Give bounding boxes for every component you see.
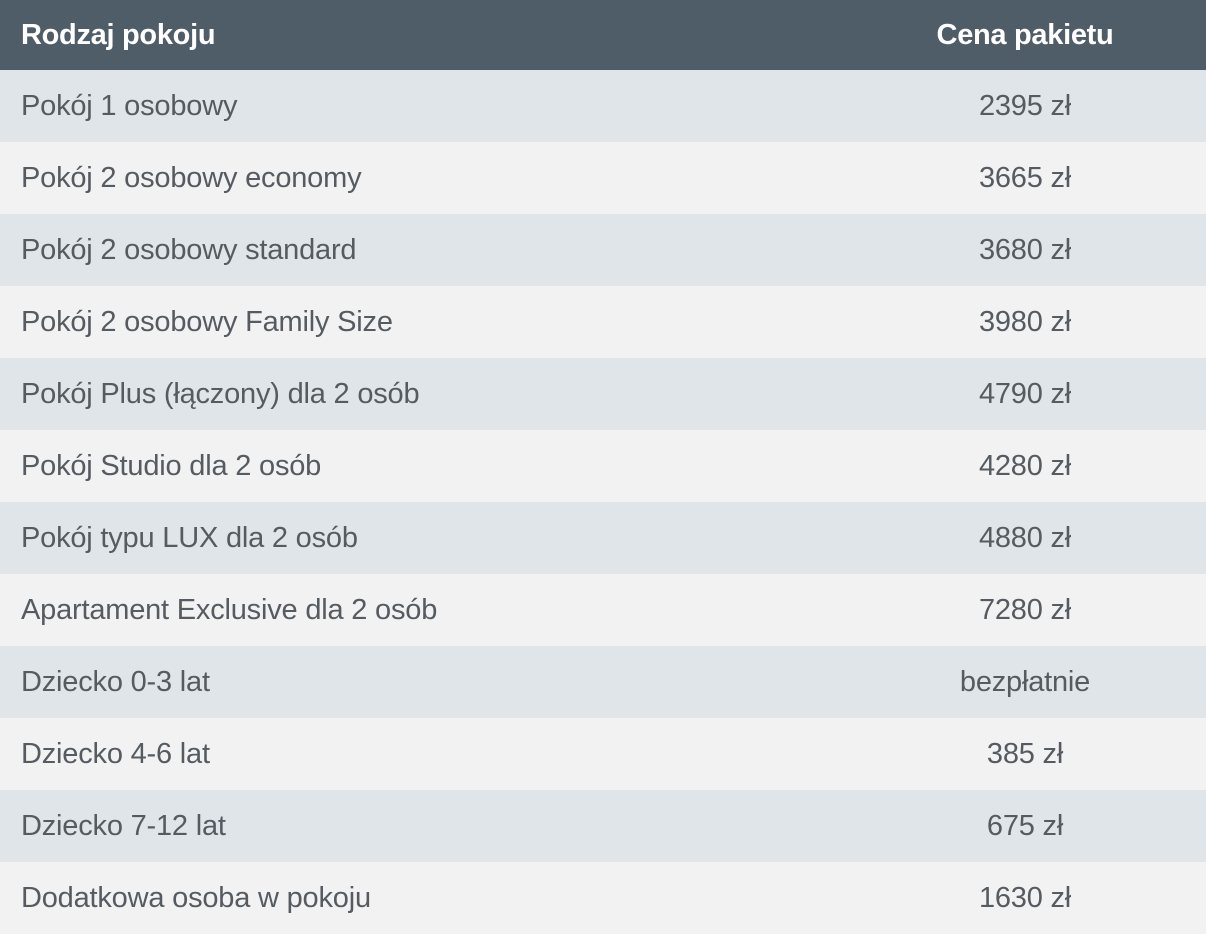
price-cell: 7280 zł bbox=[858, 574, 1206, 646]
price-cell: 3980 zł bbox=[858, 286, 1206, 358]
price-cell: 2395 zł bbox=[858, 70, 1206, 142]
price-cell: 3665 zł bbox=[858, 142, 1206, 214]
table-row: Dodatkowa osoba w pokoju 1630 zł bbox=[0, 862, 1206, 934]
table-row: Pokój typu LUX dla 2 osób 4880 zł bbox=[0, 502, 1206, 574]
room-type-cell: Apartament Exclusive dla 2 osób bbox=[0, 574, 858, 646]
price-cell: 675 zł bbox=[858, 790, 1206, 862]
room-type-cell: Pokój typu LUX dla 2 osób bbox=[0, 502, 858, 574]
table-row: Dziecko 0-3 lat bezpłatnie bbox=[0, 646, 1206, 718]
table-row: Pokój 2 osobowy Family Size 3980 zł bbox=[0, 286, 1206, 358]
room-type-cell: Pokój 2 osobowy standard bbox=[0, 214, 858, 286]
room-type-cell: Dziecko 7-12 lat bbox=[0, 790, 858, 862]
room-type-cell: Dziecko 4-6 lat bbox=[0, 718, 858, 790]
table-row: Pokój Plus (łączony) dla 2 osób 4790 zł bbox=[0, 358, 1206, 430]
table-header: Rodzaj pokoju Cena pakietu bbox=[0, 0, 1206, 70]
table-row: Pokój 2 osobowy economy 3665 zł bbox=[0, 142, 1206, 214]
room-type-cell: Pokój 1 osobowy bbox=[0, 70, 858, 142]
table-header-row: Rodzaj pokoju Cena pakietu bbox=[0, 0, 1206, 70]
room-type-cell: Pokój Plus (łączony) dla 2 osób bbox=[0, 358, 858, 430]
table-row: Pokój 2 osobowy standard 3680 zł bbox=[0, 214, 1206, 286]
price-cell: 4280 zł bbox=[858, 430, 1206, 502]
price-cell: 385 zł bbox=[858, 718, 1206, 790]
price-cell: 4790 zł bbox=[858, 358, 1206, 430]
table-row: Dziecko 4-6 lat 385 zł bbox=[0, 718, 1206, 790]
price-cell: 3680 zł bbox=[858, 214, 1206, 286]
room-type-cell: Pokój Studio dla 2 osób bbox=[0, 430, 858, 502]
price-cell: bezpłatnie bbox=[858, 646, 1206, 718]
price-cell: 4880 zł bbox=[858, 502, 1206, 574]
room-type-cell: Dziecko 0-3 lat bbox=[0, 646, 858, 718]
room-type-cell: Pokój 2 osobowy Family Size bbox=[0, 286, 858, 358]
price-cell: 1630 zł bbox=[858, 862, 1206, 934]
table-row: Pokój Studio dla 2 osób 4280 zł bbox=[0, 430, 1206, 502]
table-row: Apartament Exclusive dla 2 osób 7280 zł bbox=[0, 574, 1206, 646]
room-type-cell: Pokój 2 osobowy economy bbox=[0, 142, 858, 214]
column-header-room-type: Rodzaj pokoju bbox=[0, 0, 858, 70]
table-body: Pokój 1 osobowy 2395 zł Pokój 2 osobowy … bbox=[0, 70, 1206, 934]
room-type-cell: Dodatkowa osoba w pokoju bbox=[0, 862, 858, 934]
table-row: Pokój 1 osobowy 2395 zł bbox=[0, 70, 1206, 142]
column-header-package-price: Cena pakietu bbox=[858, 0, 1206, 70]
table-row: Dziecko 7-12 lat 675 zł bbox=[0, 790, 1206, 862]
